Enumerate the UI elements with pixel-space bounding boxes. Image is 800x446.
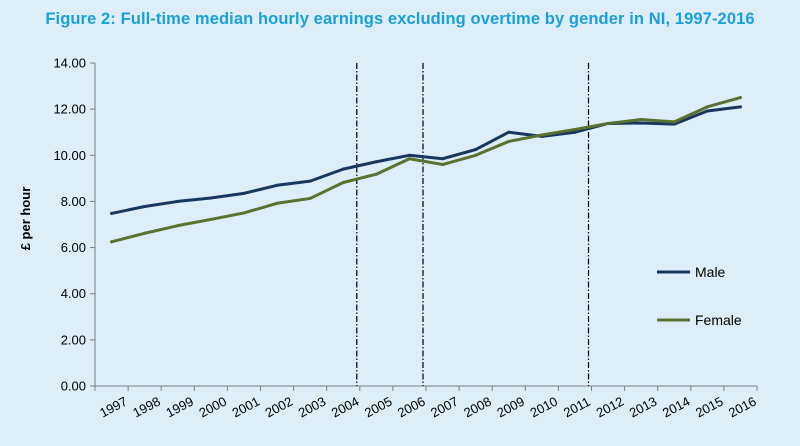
data-point-male-2006 [407, 153, 411, 157]
x-tick-label: 2010 [527, 394, 560, 421]
data-point-male-2007 [441, 157, 445, 161]
x-tick-label: 1999 [163, 394, 196, 421]
x-tick-label: 2003 [296, 394, 329, 421]
data-point-male-2005 [374, 160, 378, 164]
data-point-female-2005 [374, 172, 378, 176]
y-axis-title: £ per hour [18, 187, 33, 251]
x-tick-label: 2013 [627, 394, 660, 421]
x-tick-label: 2012 [594, 394, 627, 421]
series-line-male [110, 105, 742, 215]
data-point-female-1997 [110, 240, 114, 244]
x-tick-label: 2016 [726, 394, 759, 421]
data-point-female-2006 [407, 157, 411, 161]
data-point-male-1997 [110, 211, 114, 215]
data-point-male-1999 [176, 199, 180, 203]
y-tick-label: 12.00 [53, 102, 86, 117]
legend-label-female: Female [695, 312, 742, 328]
data-point-female-2011 [573, 127, 577, 131]
legend-label-male: Male [695, 264, 726, 280]
series-line-female [110, 96, 742, 244]
y-tick-label: 10.00 [53, 148, 86, 163]
y-tick-label: 8.00 [61, 194, 86, 209]
y-tick-label: 4.00 [61, 286, 86, 301]
data-point-male-2009 [507, 130, 511, 134]
data-point-female-2007 [441, 163, 445, 167]
data-point-female-2014 [672, 120, 676, 124]
data-point-female-2012 [606, 121, 610, 125]
x-tick-label: 2015 [693, 394, 726, 421]
x-tick-label: 2000 [196, 394, 229, 421]
data-point-male-2011 [573, 130, 577, 134]
x-tick-label: 2007 [428, 394, 461, 421]
data-point-female-2000 [209, 217, 213, 221]
x-tick-label: 2014 [660, 394, 693, 421]
data-point-female-2002 [275, 201, 279, 205]
x-tick-label: 2002 [263, 394, 296, 421]
data-point-male-1998 [143, 205, 147, 209]
y-tick-label: 6.00 [61, 240, 86, 255]
data-point-male-2004 [341, 167, 345, 171]
data-point-male-2008 [474, 148, 478, 152]
data-point-male-2000 [209, 196, 213, 200]
x-tick-label: 1997 [97, 394, 130, 421]
data-point-female-2003 [308, 196, 312, 200]
data-point-male-2013 [639, 121, 643, 125]
x-tick-label: 2009 [494, 394, 527, 421]
x-tick-label: 1998 [130, 394, 163, 421]
x-tick-label: 2008 [461, 394, 494, 421]
data-point-female-2008 [474, 153, 478, 157]
data-point-male-2002 [275, 183, 279, 187]
data-point-male-2015 [705, 109, 709, 113]
data-point-female-2001 [242, 211, 246, 215]
data-point-female-1999 [176, 224, 180, 228]
data-point-male-2001 [242, 191, 246, 195]
data-point-female-2016 [738, 96, 742, 100]
y-tick-label: 2.00 [61, 332, 86, 347]
data-point-female-2010 [540, 133, 544, 137]
data-point-male-2014 [672, 122, 676, 126]
x-tick-label: 2006 [395, 394, 428, 421]
data-point-female-2004 [341, 181, 345, 185]
data-point-female-2015 [705, 105, 709, 109]
y-tick-label: 0.00 [61, 379, 86, 394]
x-tick-label: 2001 [230, 394, 263, 421]
y-tick-label: 14.00 [53, 56, 86, 71]
x-tick-label: 2004 [329, 394, 362, 421]
data-point-male-2003 [308, 179, 312, 183]
chart-title: Figure 2: Full-time median hourly earnin… [45, 10, 755, 28]
data-point-male-2016 [738, 105, 742, 109]
x-tick-label: 2011 [561, 394, 593, 420]
x-tick-label: 2005 [362, 394, 395, 421]
data-point-female-1998 [143, 231, 147, 235]
data-point-female-2013 [639, 118, 643, 122]
data-point-female-2009 [507, 139, 511, 143]
